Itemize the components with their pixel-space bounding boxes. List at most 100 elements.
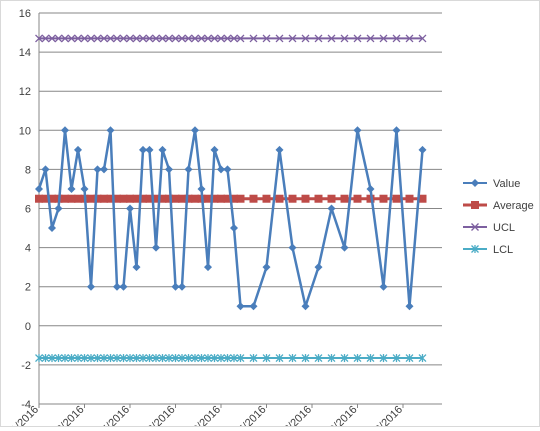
average-marker (48, 194, 56, 203)
value-point (178, 282, 186, 291)
legend-swatch-marker (471, 179, 479, 187)
lcl-marker (288, 354, 297, 363)
average-marker (87, 194, 95, 203)
value-point (288, 243, 297, 252)
series-value (35, 126, 427, 311)
ucl-marker (223, 34, 232, 43)
value-point (93, 165, 102, 174)
marker-stroke (87, 34, 95, 43)
marker-stroke (471, 223, 479, 231)
ucl-marker (197, 34, 206, 43)
lcl-marker (132, 354, 141, 363)
value-point (301, 302, 310, 311)
ucl-marker (327, 34, 336, 43)
lcl-marker (340, 354, 349, 363)
average-marker (119, 194, 128, 203)
ucl-marker (126, 34, 134, 43)
ucl-marker (301, 34, 310, 43)
ucl-marker (145, 34, 154, 43)
lcl-marker (392, 354, 401, 363)
value-point (210, 145, 219, 154)
lcl-marker (54, 354, 63, 363)
lcl-marker (145, 354, 154, 363)
value-point (80, 184, 89, 193)
value-point (74, 145, 82, 154)
marker-stroke (366, 34, 375, 43)
marker-stroke (236, 34, 245, 43)
value-point (275, 145, 284, 154)
ucl-marker (379, 34, 388, 43)
marker-stroke (418, 34, 427, 43)
value-point (223, 165, 232, 174)
x-tick-label: 1/29/2016 (180, 404, 223, 426)
lcl-marker (126, 354, 134, 363)
marker-stroke (210, 34, 219, 43)
average-marker (61, 194, 69, 203)
value-point (230, 224, 238, 233)
y-tick-label: 16 (19, 8, 31, 20)
average-marker (301, 194, 310, 203)
ucl-marker (353, 34, 362, 43)
average-marker (418, 194, 427, 203)
lcl-marker (204, 354, 212, 363)
lcl-marker (139, 354, 147, 363)
average-marker (165, 194, 173, 203)
marker-stroke (80, 34, 89, 43)
lcl-marker (41, 354, 50, 363)
ucl-marker (80, 34, 89, 43)
value-point (340, 243, 349, 252)
marker-stroke (165, 34, 173, 43)
average-marker (288, 194, 297, 203)
lcl-marker (87, 354, 95, 363)
value-point (204, 263, 212, 272)
ucl-marker (314, 34, 323, 43)
legend-swatch-marker (471, 245, 479, 253)
marker-stroke (217, 34, 225, 43)
value-point (158, 145, 167, 154)
marker-stroke (126, 34, 134, 43)
marker-stroke (249, 34, 258, 43)
average-marker (178, 194, 186, 203)
lcl-marker (405, 354, 414, 363)
lcl-marker (236, 354, 245, 363)
average-marker (405, 194, 414, 203)
average-marker (184, 194, 193, 203)
marker-stroke (197, 34, 206, 43)
value-point (171, 282, 180, 291)
plot-area (35, 34, 427, 363)
marker-stroke (288, 34, 297, 43)
average-marker (100, 194, 108, 203)
lcl-marker (61, 354, 69, 363)
average-marker (35, 194, 43, 203)
value-point (100, 165, 108, 174)
lcl-marker (152, 354, 160, 363)
lcl-marker (100, 354, 108, 363)
lcl-marker (275, 354, 284, 363)
lcl-marker (74, 354, 82, 363)
value-point (366, 184, 375, 193)
ucl-marker (48, 34, 56, 43)
average-marker (340, 194, 349, 203)
ucl-marker (74, 34, 82, 43)
average-marker (93, 194, 102, 203)
marker-stroke (191, 34, 199, 43)
marker-stroke (48, 34, 56, 43)
average-marker (171, 194, 180, 203)
value-point (152, 243, 160, 252)
ucl-marker (230, 34, 238, 43)
marker-stroke (184, 34, 193, 43)
ucl-marker (418, 34, 427, 43)
legend-item-ucl: UCL (463, 222, 515, 234)
y-tick-label: 14 (19, 47, 31, 59)
marker-stroke (113, 34, 121, 43)
value-point (217, 165, 225, 174)
marker-stroke (61, 34, 69, 43)
value-point (405, 302, 414, 311)
ucl-marker (288, 34, 297, 43)
lcl-marker (210, 354, 219, 363)
ucl-marker (139, 34, 147, 43)
average-marker (327, 194, 336, 203)
value-point (236, 302, 245, 311)
marker-stroke (275, 34, 284, 43)
value-point (145, 145, 154, 154)
